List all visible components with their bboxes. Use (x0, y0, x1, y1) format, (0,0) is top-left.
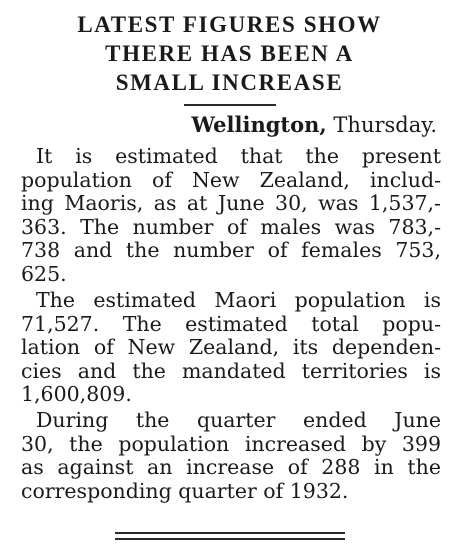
paragraph-line: lation of New Zealand, its dependen- (21, 335, 441, 360)
headline-line-3: SMALL INCREASE (115, 70, 344, 95)
paragraph-line: It is estimated that the present (36, 144, 441, 168)
paragraph-line: 30, the population increased by 399 (21, 431, 441, 456)
dateline-place: Wellington, (191, 112, 327, 137)
paragraph-line: ing Maoris, as at June 30, was 1,537,- (21, 191, 441, 216)
paragraph-line: as against an increase of 288 in the (21, 455, 441, 480)
paragraph-line: corresponding quarter of 1932. (21, 478, 349, 503)
headline-line-2: THERE HAS BEEN A (105, 41, 354, 66)
paragraph-line: 1,600,809. (21, 382, 132, 407)
paragraph-maori-population: The estimated Maori population is 71,527… (21, 288, 441, 407)
paragraph-line: The estimated Maori population is (36, 288, 441, 312)
dateline-day: Thursday. (333, 113, 437, 137)
paragraph-line: population of New Zealand, includ- (21, 167, 441, 192)
paragraph-line: cies and the mandated territories is (21, 358, 441, 383)
headline-divider (184, 104, 276, 106)
paragraph-line: 71,527. The estimated total popu- (21, 311, 441, 336)
end-rule-bottom (115, 538, 345, 540)
paragraph-line: 363. The number of males was 783,- (21, 214, 441, 239)
paragraph-line: 738 and the number of females 753, (21, 238, 441, 263)
end-rule-top (115, 532, 345, 534)
paragraph-quarterly-increase: During the quarter ended June 30, the po… (21, 408, 441, 503)
dateline: Wellington, Thursday. (191, 111, 437, 139)
paragraph-population-estimate: It is estimated that the present populat… (21, 144, 441, 287)
paragraph-line: 625. (21, 261, 67, 286)
headline-line-1: LATEST FIGURES SHOW (77, 12, 382, 37)
paragraph-line: During the quarter ended June (36, 408, 441, 432)
